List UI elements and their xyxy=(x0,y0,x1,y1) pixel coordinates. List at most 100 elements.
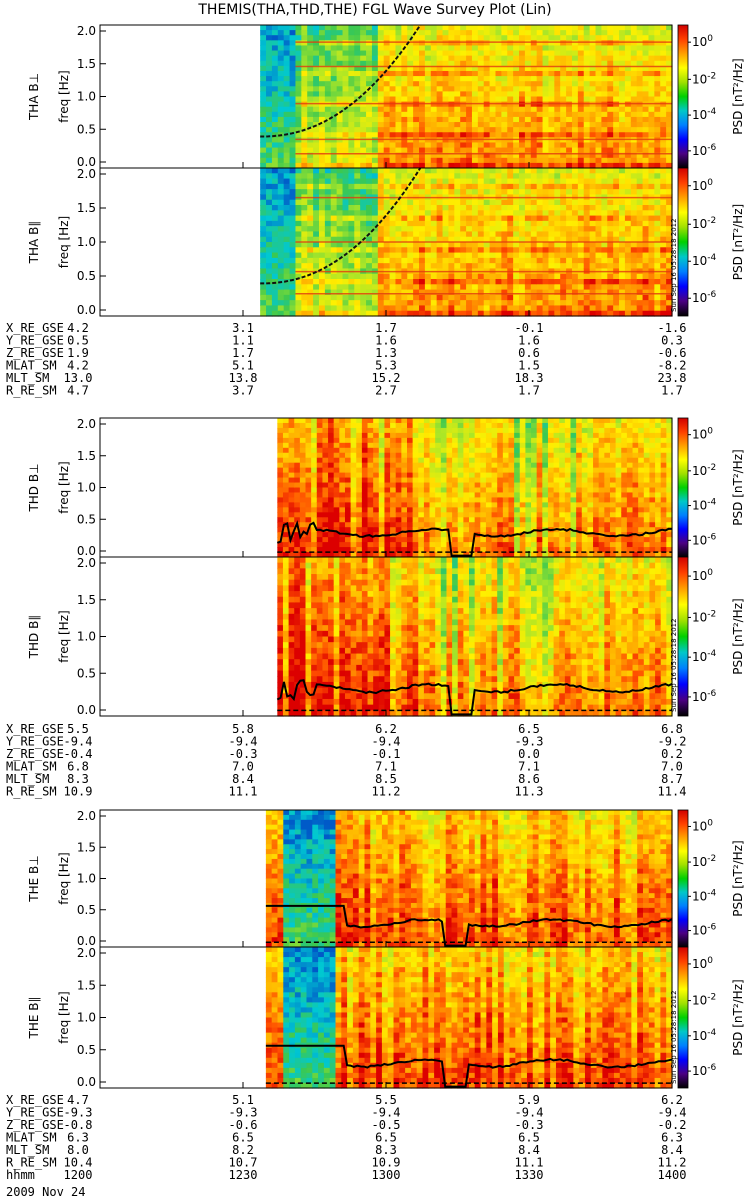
spectrogram-cell xyxy=(607,91,614,98)
spectrogram-cell xyxy=(371,178,379,185)
spectrogram-cell xyxy=(583,122,591,128)
spectrogram-cell xyxy=(571,168,579,174)
spectrogram-cell xyxy=(390,542,397,548)
spectrogram-cell xyxy=(566,152,573,159)
spectrogram-cell xyxy=(501,305,508,312)
spectrogram-cell xyxy=(589,300,597,307)
spectrogram-cell xyxy=(361,552,369,558)
spectrogram-cell xyxy=(471,289,479,296)
spectrogram-cell xyxy=(554,257,561,264)
spectrogram-cell xyxy=(477,81,485,87)
spectrogram-cell xyxy=(390,482,397,489)
spectrogram-cell xyxy=(613,257,620,264)
spectrogram-cell xyxy=(342,127,350,133)
spectrogram-cell xyxy=(548,220,555,227)
spectrogram-cell xyxy=(324,106,332,113)
spectrogram-cell xyxy=(266,25,273,31)
spectrogram-cell xyxy=(648,45,655,52)
spectrogram-cell xyxy=(354,252,361,259)
spectrogram-cell xyxy=(383,279,391,285)
spectrogram-cell xyxy=(328,547,335,553)
spectrogram-cell xyxy=(305,442,312,449)
spectrogram-cell xyxy=(536,273,544,280)
spectrogram-cell xyxy=(442,247,450,254)
spectrogram-cell xyxy=(466,205,473,211)
spectrogram-cell xyxy=(401,210,408,217)
spectrogram-cell xyxy=(530,96,538,103)
spectrogram-cell xyxy=(283,284,291,291)
spectrogram-cell xyxy=(457,442,464,449)
spectrogram-cell xyxy=(395,487,402,494)
spectrogram-cell xyxy=(595,45,602,52)
spectrogram-cell xyxy=(501,257,508,264)
spectrogram-cell xyxy=(446,467,453,474)
spectrogram-cell xyxy=(266,50,273,57)
spectrogram-cell xyxy=(589,247,597,254)
spectrogram-cell xyxy=(436,35,444,41)
spectrogram-cell xyxy=(336,86,344,92)
spectrogram-cell xyxy=(446,482,453,489)
spectrogram-cell xyxy=(354,231,361,238)
spectrogram-cell xyxy=(619,111,626,118)
spectrogram-cell xyxy=(354,273,361,280)
spectrogram-cell xyxy=(336,220,344,227)
spectrogram-cell xyxy=(328,472,335,479)
spectrogram-cell xyxy=(371,279,379,285)
spectrogram-cell xyxy=(466,157,473,164)
spectrogram-cell xyxy=(299,467,307,474)
spectrogram-cell xyxy=(413,168,420,174)
spectrogram-cell xyxy=(313,242,320,248)
spectrogram-cell xyxy=(377,210,385,217)
spectrogram-cell xyxy=(560,210,567,217)
spectrogram-cell xyxy=(554,157,561,164)
spectrogram-cell xyxy=(624,247,632,254)
spectrogram-cell xyxy=(366,45,373,52)
spectrogram-cell xyxy=(519,132,526,138)
spectrogram-cell xyxy=(282,467,290,474)
spectrogram-cell xyxy=(383,122,391,128)
spectrogram-cell xyxy=(305,418,312,424)
spectrogram-cell xyxy=(324,220,332,227)
spectrogram-cell xyxy=(454,76,461,82)
spectrogram-cell xyxy=(648,55,655,62)
spectrogram-cell xyxy=(283,152,291,159)
spectrogram-cell xyxy=(519,122,526,128)
spectrogram-cell xyxy=(630,106,638,113)
spectrogram-cell xyxy=(294,537,301,543)
spectrogram-cell xyxy=(316,467,324,474)
spectrogram-cell xyxy=(642,132,650,138)
spectrogram-cell xyxy=(373,497,380,503)
spectrogram-cell xyxy=(619,60,626,67)
spectrogram-cell xyxy=(583,199,591,206)
spectrogram-cell xyxy=(366,178,373,185)
spectrogram-cell xyxy=(589,55,597,62)
spectrogram-cell xyxy=(624,116,632,123)
spectrogram-cell xyxy=(524,101,532,108)
spectrogram-cell xyxy=(495,199,502,206)
spectrogram-cell xyxy=(360,106,367,113)
spectrogram-cell xyxy=(271,101,279,108)
spectrogram-cell xyxy=(371,35,379,41)
spectrogram-cell xyxy=(307,173,314,180)
spectrogram-cell xyxy=(619,70,626,77)
spectrogram-cell xyxy=(348,55,355,62)
spectrogram-cell xyxy=(395,122,402,128)
spectrogram-cell xyxy=(666,65,673,72)
spectrogram-cell xyxy=(288,447,295,454)
spectrogram-cell xyxy=(401,178,408,185)
spectrogram-cell xyxy=(489,147,497,154)
spectrogram-cell xyxy=(446,492,453,499)
spectrogram-cell xyxy=(666,257,673,264)
spectrogram-cell xyxy=(383,199,391,206)
spectrogram-cell xyxy=(595,91,602,98)
spectrogram-cell xyxy=(636,247,644,254)
spectrogram-cell xyxy=(336,96,344,103)
spectrogram-cell xyxy=(342,55,350,62)
spectrogram-cell xyxy=(460,173,467,180)
spectrogram-cell xyxy=(342,305,350,312)
spectrogram-cell xyxy=(307,210,314,217)
spectrogram-cell xyxy=(354,81,361,87)
spectrogram-cell xyxy=(348,81,355,87)
spectrogram-cell xyxy=(542,76,550,82)
